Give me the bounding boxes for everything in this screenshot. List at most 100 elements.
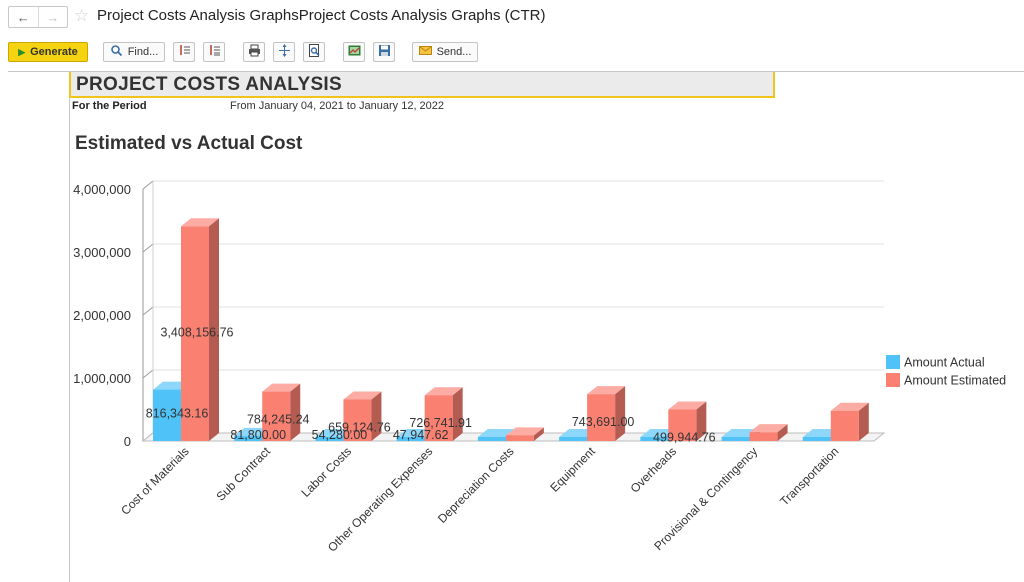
bar-amount-estimated-top	[424, 387, 463, 396]
bar-amount-estimated-top	[830, 402, 869, 411]
bar-amount-estimated	[181, 226, 209, 441]
legend-swatch	[886, 355, 900, 369]
bar-amount-estimated	[749, 432, 778, 441]
bar-amount-actual	[477, 437, 506, 441]
x-tick-label: Labor Costs	[299, 444, 355, 500]
bar-amount-estimated	[424, 395, 453, 441]
save-icon	[378, 44, 391, 60]
excel-button[interactable]	[343, 42, 365, 62]
bar-amount-estimated-side	[696, 401, 707, 441]
bar-amount-estimated-side	[371, 391, 382, 441]
data-label-actual: 81,800.00	[230, 428, 286, 442]
title-bar: ← → ☆ Project Costs Analysis GraphsProje…	[0, 0, 1024, 34]
bar-amount-actual	[802, 437, 831, 441]
gridline-side	[142, 180, 154, 190]
excel-icon	[348, 44, 361, 60]
bar-amount-actual	[640, 437, 669, 441]
toolbar: ▶ Generate Find... Send...	[0, 42, 1024, 64]
move-icon	[278, 44, 291, 60]
forward-button[interactable]: →	[37, 7, 68, 27]
legend-swatch	[886, 373, 900, 387]
data-label-actual: 816,343.16	[146, 407, 209, 421]
bar-amount-estimated-side	[777, 424, 788, 441]
y-tick-label: 4,000,000	[73, 182, 131, 197]
bar-amount-estimated	[587, 394, 616, 441]
play-icon: ▶	[18, 46, 26, 57]
report-title: PROJECT COSTS ANALYSIS	[76, 74, 342, 95]
move-button[interactable]	[273, 42, 295, 62]
y-tick-label: 3,000,000	[73, 245, 131, 260]
data-label-actual: 54,280.00	[312, 428, 368, 442]
bar-amount-estimated-top	[262, 383, 301, 392]
find-label: Find...	[127, 46, 159, 58]
y-tick-label: 2,000,000	[73, 308, 131, 323]
bar-amount-estimated-side	[290, 383, 301, 441]
data-label-estimated: 726,741.91	[409, 416, 472, 430]
bar-amount-estimated-top	[587, 386, 626, 395]
collapse-rows-icon	[208, 44, 221, 60]
left-margin-panel	[8, 71, 70, 582]
x-tick-label: Overheads	[628, 444, 679, 495]
expand-rows-icon	[178, 44, 191, 60]
window-title: Project Costs Analysis GraphsProject Cos…	[97, 7, 546, 24]
x-tick-label: Equipment	[547, 444, 598, 495]
period-label: For the Period	[72, 100, 147, 112]
bar-amount-estimated-side	[209, 218, 219, 441]
bar-amount-estimated	[668, 409, 697, 441]
bar-amount-estimated-top	[181, 218, 219, 227]
collapse-rows-button[interactable]	[203, 42, 225, 62]
generate-button[interactable]: ▶ Generate	[8, 42, 88, 62]
data-label-estimated: 659,124.76	[328, 420, 391, 434]
search-icon	[110, 44, 123, 60]
legend-label: Amount Estimated	[904, 374, 1006, 388]
content-top-border	[8, 71, 1024, 72]
save-button[interactable]	[373, 42, 395, 62]
send-button[interactable]: Send...	[412, 42, 478, 62]
bar-amount-actual	[153, 389, 181, 441]
y-tick-label: 0	[124, 434, 131, 449]
report-header: PROJECT COSTS ANALYSIS	[69, 72, 775, 98]
y-tick-label: 1,000,000	[73, 371, 131, 386]
x-tick-label: Transportation	[777, 444, 841, 508]
expand-rows-button[interactable]	[173, 42, 195, 62]
data-label-actual: 47,947.62	[393, 428, 449, 442]
print-icon	[248, 44, 261, 60]
chart-title: Estimated vs Actual Cost	[75, 133, 303, 154]
print-button[interactable]	[243, 42, 265, 62]
data-label-estimated: 499,944.76	[653, 431, 716, 445]
gridline-side	[142, 306, 154, 316]
bar-amount-actual	[396, 437, 425, 441]
bar-amount-actual	[315, 437, 344, 441]
bar-amount-estimated-top	[668, 401, 707, 410]
back-button[interactable]: ←	[9, 7, 38, 27]
find-button[interactable]: Find...	[103, 42, 165, 62]
preview-icon	[308, 44, 321, 60]
arrow-left-icon: ←	[16, 9, 30, 25]
x-tick-label: Sub Contract	[214, 444, 274, 504]
period-value: From January 04, 2021 to January 12, 202…	[230, 100, 445, 112]
nav-buttons: ← →	[8, 6, 68, 28]
arrow-right-icon: →	[46, 9, 60, 25]
preview-button[interactable]	[303, 42, 325, 62]
generate-label: Generate	[30, 46, 78, 58]
bar-amount-estimated-side	[533, 427, 544, 441]
gridline-side	[142, 243, 154, 253]
bar-amount-estimated-side	[615, 386, 626, 441]
data-label-estimated: 3,408,156.76	[161, 325, 234, 339]
star-icon[interactable]: ☆	[74, 6, 90, 25]
data-label-estimated: 784,245.24	[247, 413, 310, 427]
bar-amount-estimated	[343, 399, 372, 441]
data-label-estimated: 743,691.00	[572, 415, 635, 429]
bar-amount-estimated	[505, 435, 534, 441]
bar-amount-actual	[234, 435, 263, 441]
x-tick-label: Cost of Materials	[118, 444, 192, 518]
bar-amount-estimated	[262, 391, 291, 441]
bar-amount-estimated-top	[343, 391, 382, 400]
legend-label: Amount Actual	[904, 356, 985, 370]
bar-amount-estimated	[830, 410, 859, 441]
bar-amount-estimated-side	[858, 402, 869, 441]
gridline-side	[142, 369, 154, 379]
send-label: Send...	[436, 46, 472, 58]
x-tick-label: Depreciation Costs	[435, 444, 517, 526]
